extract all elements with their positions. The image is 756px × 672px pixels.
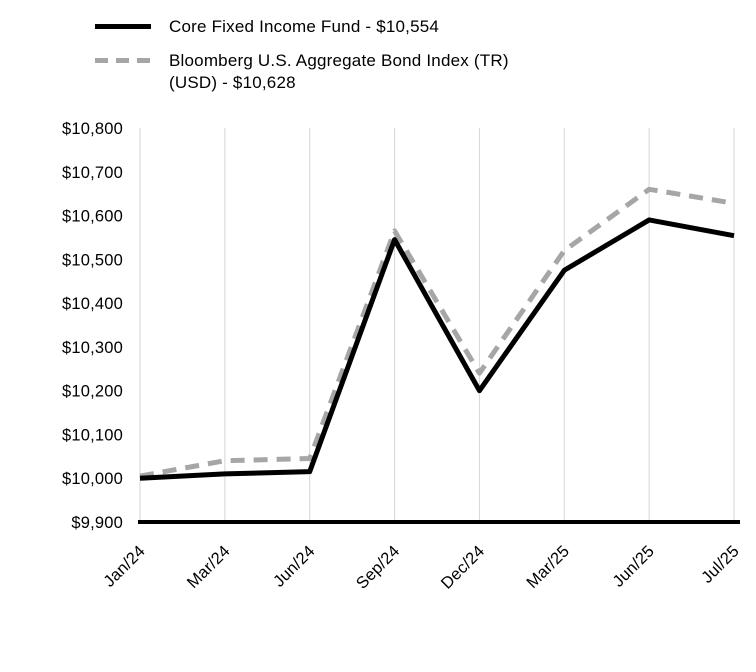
solid-line-swatch <box>95 24 151 29</box>
y-axis-tick-label: $10,000 <box>62 470 123 488</box>
x-axis-tick-label: Dec/24 <box>438 542 489 593</box>
dashed-line-swatch <box>95 58 151 64</box>
series-line-index <box>139 186 735 479</box>
y-axis-tick-label: $10,700 <box>62 164 123 182</box>
y-axis-tick-label: $9,900 <box>71 514 123 532</box>
y-axis-tick-label: $10,300 <box>62 339 123 357</box>
x-axis-tick-label: Sep/24 <box>353 542 404 593</box>
x-axis-tick-label: Mar/24 <box>184 542 234 592</box>
legend-item-fund: Core Fixed Income Fund - $10,554 <box>95 16 529 38</box>
y-axis-tick-label: $10,200 <box>62 383 123 401</box>
legend-label-fund: Core Fixed Income Fund - $10,554 <box>169 17 440 36</box>
y-axis-tick-label: $10,600 <box>62 208 123 226</box>
y-axis-tick-label: $10,500 <box>62 251 123 269</box>
y-axis-tick-label: $10,100 <box>62 426 123 444</box>
y-axis-tick-label: $10,400 <box>62 295 123 313</box>
chart-legend: Core Fixed Income Fund - $10,554 Bloombe… <box>95 16 529 94</box>
x-axis-tick-label: Jan/24 <box>100 542 149 591</box>
x-axis-tick-label: Mar/25 <box>523 542 573 592</box>
series-line-fund <box>139 217 735 481</box>
x-axis-tick-label: Jul/25 <box>698 542 743 587</box>
y-axis-tick-label: $10,800 <box>62 120 123 138</box>
legend-item-index: Bloomberg U.S. Aggregate Bond Index (TR)… <box>95 50 529 94</box>
x-axis-tick-label: Jun/24 <box>270 542 319 591</box>
x-axis-tick-label: Jun/25 <box>609 542 658 591</box>
legend-label-index: Bloomberg U.S. Aggregate Bond Index (TR)… <box>169 51 509 93</box>
